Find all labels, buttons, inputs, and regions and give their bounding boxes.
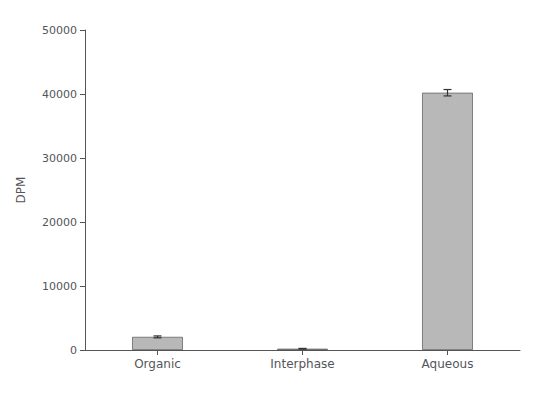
svg-text:0: 0 [70,344,77,357]
svg-text:20000: 20000 [42,216,77,229]
svg-text:40000: 40000 [42,88,77,101]
svg-text:10000: 10000 [42,280,77,293]
svg-text:Aqueous: Aqueous [422,357,474,371]
svg-text:DPM: DPM [14,177,28,204]
svg-text:30000: 30000 [42,152,77,165]
svg-text:Interphase: Interphase [270,357,334,371]
svg-text:Organic: Organic [134,357,181,371]
svg-text:50000: 50000 [42,24,77,37]
